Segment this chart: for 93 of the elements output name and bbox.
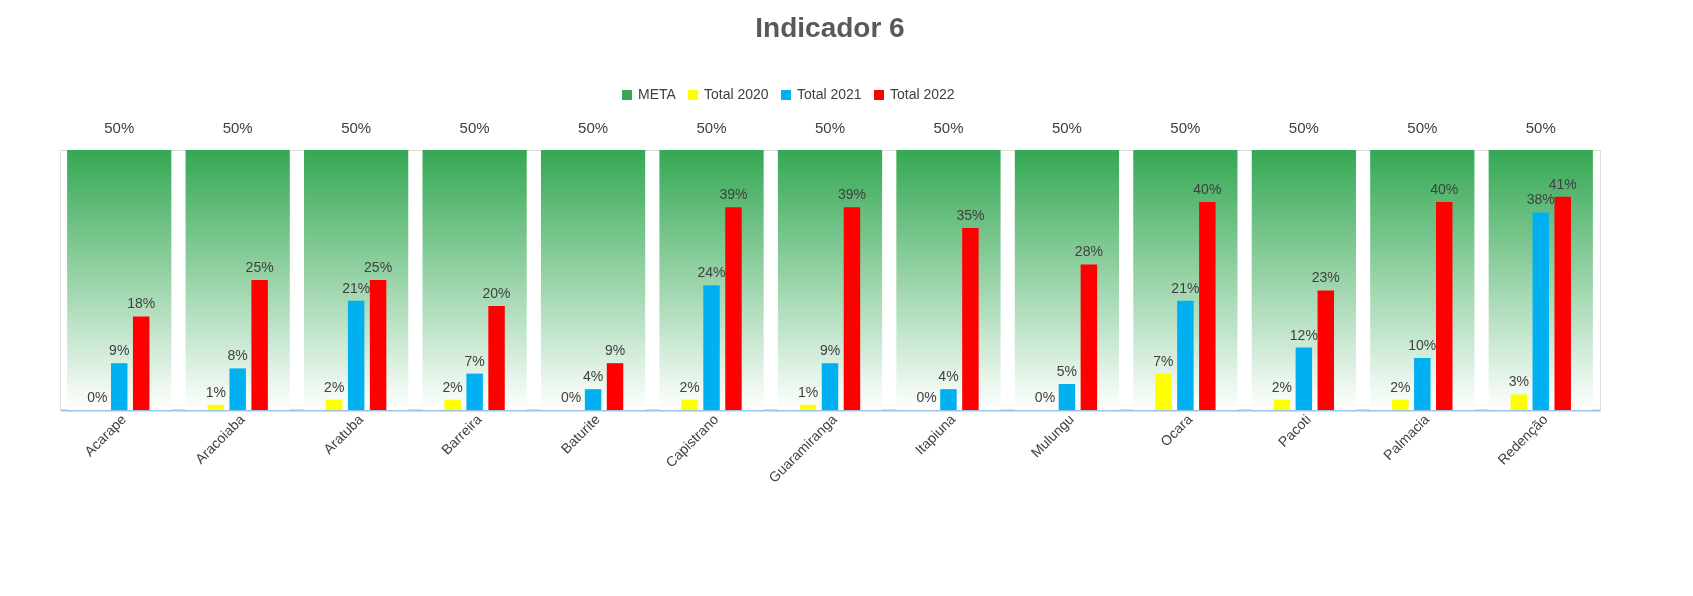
data-label: 50% bbox=[814, 119, 846, 136]
bar bbox=[725, 207, 742, 410]
bar bbox=[325, 399, 343, 410]
bar bbox=[1199, 202, 1216, 410]
data-label: 9% bbox=[819, 342, 841, 359]
data-label: 39% bbox=[837, 186, 866, 203]
data-label: 20% bbox=[482, 285, 511, 301]
bar bbox=[584, 389, 602, 410]
data-label: 21% bbox=[1171, 279, 1200, 296]
data-label: 50% bbox=[696, 119, 727, 136]
bar bbox=[444, 399, 461, 410]
bar bbox=[703, 285, 720, 410]
data-label: 10% bbox=[1408, 337, 1437, 353]
bar bbox=[1058, 384, 1076, 410]
data-label: 25% bbox=[364, 259, 393, 275]
data-label: 40% bbox=[1430, 181, 1459, 197]
data-label: 35% bbox=[956, 207, 985, 223]
data-label: 0% bbox=[1034, 389, 1056, 405]
data-label: 7% bbox=[464, 352, 485, 369]
legend-label: Total 2021 bbox=[797, 86, 862, 102]
bar bbox=[962, 228, 979, 410]
data-label: 2% bbox=[324, 378, 345, 395]
data-label: 50% bbox=[104, 119, 135, 136]
bar bbox=[1155, 373, 1172, 410]
data-label: 9% bbox=[604, 342, 626, 359]
bar bbox=[466, 373, 483, 410]
data-label: 7% bbox=[1153, 352, 1174, 369]
data-label: 9% bbox=[109, 342, 130, 359]
data-label: 5% bbox=[1056, 363, 1078, 379]
bar bbox=[111, 363, 128, 410]
data-label: 4% bbox=[582, 368, 604, 385]
data-label: 0% bbox=[916, 389, 937, 405]
bar bbox=[681, 399, 698, 410]
bar bbox=[1414, 358, 1431, 410]
data-label: 50% bbox=[1407, 119, 1438, 136]
data-label: 3% bbox=[1508, 373, 1529, 390]
data-label: 41% bbox=[1548, 175, 1577, 192]
data-label: 50% bbox=[222, 119, 253, 136]
bar bbox=[347, 300, 365, 410]
data-label: 2% bbox=[1390, 378, 1411, 395]
data-label: 18% bbox=[127, 295, 156, 312]
data-label: 50% bbox=[1170, 119, 1201, 136]
bar bbox=[1295, 347, 1313, 410]
data-label: 0% bbox=[561, 389, 582, 405]
data-label: 2% bbox=[1271, 378, 1293, 395]
bar bbox=[1317, 290, 1335, 410]
bar bbox=[1177, 300, 1194, 410]
bar bbox=[369, 280, 387, 410]
data-label: 2% bbox=[679, 378, 700, 395]
data-label: 0% bbox=[87, 389, 108, 405]
data-label: 39% bbox=[719, 186, 748, 203]
data-label: 50% bbox=[459, 119, 490, 136]
bar bbox=[1392, 399, 1409, 410]
bar bbox=[67, 150, 172, 410]
bar bbox=[843, 207, 861, 410]
bar bbox=[132, 316, 150, 410]
data-label: 1% bbox=[797, 383, 819, 400]
bar bbox=[1273, 399, 1291, 410]
bar bbox=[207, 404, 224, 410]
bar bbox=[1532, 212, 1549, 410]
data-label: 24% bbox=[697, 264, 726, 281]
data-label: 4% bbox=[938, 368, 959, 385]
legend-label: Total 2020 bbox=[704, 86, 769, 102]
data-label: 28% bbox=[1074, 243, 1103, 260]
data-label: 40% bbox=[1193, 181, 1222, 197]
data-label: 50% bbox=[933, 119, 964, 136]
data-label: 8% bbox=[227, 347, 248, 364]
bar bbox=[1080, 264, 1098, 410]
data-label: 50% bbox=[1525, 119, 1556, 136]
bar bbox=[229, 368, 246, 410]
chart-title: Indicador 6 bbox=[755, 12, 905, 43]
bar bbox=[1510, 394, 1528, 410]
data-label: 1% bbox=[205, 383, 226, 400]
legend-label: META bbox=[638, 86, 677, 102]
data-label: 2% bbox=[442, 378, 463, 395]
data-label: 50% bbox=[578, 119, 609, 136]
bar bbox=[540, 150, 646, 410]
data-label: 38% bbox=[1526, 191, 1555, 208]
data-label: 50% bbox=[1051, 119, 1082, 136]
data-label: 23% bbox=[1311, 269, 1340, 286]
legend-label: Total 2022 bbox=[890, 86, 955, 102]
bar bbox=[251, 280, 268, 410]
data-label: 21% bbox=[342, 279, 371, 296]
bar bbox=[940, 389, 957, 410]
data-label: 25% bbox=[245, 259, 274, 275]
bar bbox=[488, 306, 505, 410]
bar bbox=[799, 404, 817, 410]
data-label: 50% bbox=[1288, 119, 1319, 136]
bar bbox=[1554, 196, 1571, 410]
data-label: 50% bbox=[341, 119, 372, 136]
bar bbox=[1436, 202, 1453, 410]
bar bbox=[821, 363, 839, 410]
bar bbox=[606, 363, 624, 410]
